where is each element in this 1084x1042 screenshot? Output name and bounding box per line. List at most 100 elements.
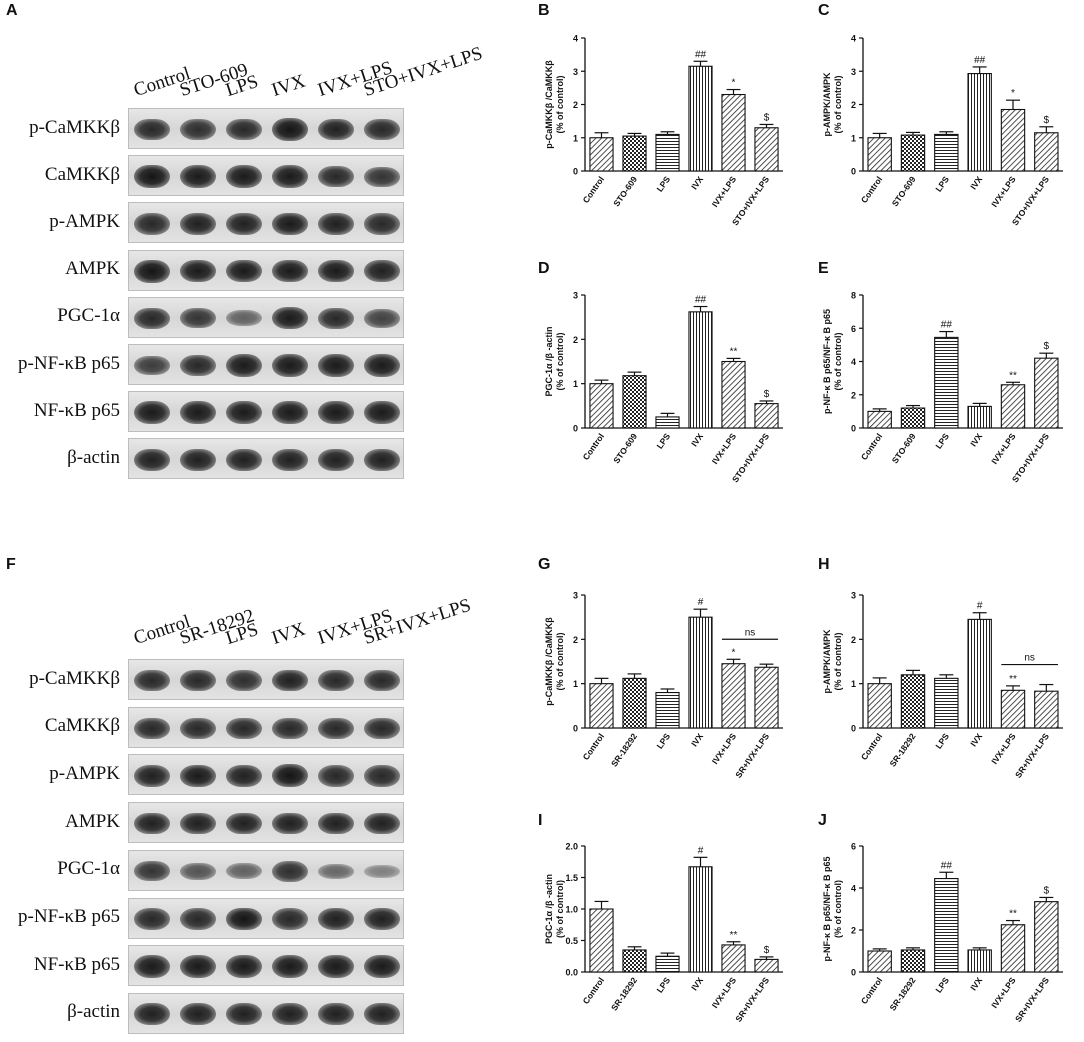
blot-band	[318, 669, 354, 692]
bar	[655, 416, 680, 429]
y-tick-label: 0	[573, 167, 578, 177]
bar	[900, 674, 926, 729]
y-tick-label: 3	[851, 591, 856, 601]
blot-band	[226, 812, 262, 835]
x-tick-label: Control	[859, 975, 885, 1005]
x-tick-label: SR-18292	[887, 975, 917, 1012]
blot-row-label: p-AMPK	[49, 762, 120, 784]
blot-row-label: p-CaMKKβ	[29, 667, 120, 689]
blot-row-label: p-CaMKKβ	[29, 116, 120, 138]
blot-band	[272, 812, 308, 835]
y-tick-label: 2.0	[565, 842, 578, 852]
blot-strip	[128, 706, 404, 748]
y-tick-label: 4	[851, 884, 856, 894]
significance-mark: *	[732, 78, 736, 89]
blot-row-label: p-AMPK	[49, 210, 120, 232]
y-axis-label: p-CaMKKβ /CaMKKβ	[544, 60, 554, 149]
x-tick-label: IVX+LPS	[710, 431, 739, 466]
significance-mark: ##	[695, 49, 707, 60]
bar	[622, 375, 647, 429]
significance-mark: ##	[941, 860, 953, 871]
bar	[754, 666, 779, 729]
blot-band	[272, 764, 308, 788]
significance-mark: **	[1009, 674, 1017, 685]
blot-band	[180, 764, 216, 788]
blot-band	[134, 764, 170, 787]
y-axis-label: PGC-1α /β -actin	[544, 326, 554, 396]
x-tick-label: SR+IVX+LPS	[733, 975, 771, 1024]
blot-band	[180, 401, 216, 424]
blot-band	[226, 259, 262, 283]
bar	[622, 677, 647, 729]
blot-band	[134, 307, 170, 329]
blot-band	[226, 118, 262, 141]
blot-strip	[128, 754, 404, 796]
blot-band	[134, 955, 170, 978]
blot-band	[180, 448, 216, 471]
bar	[934, 133, 959, 172]
blot-strip	[128, 155, 404, 197]
y-tick-label: 0	[573, 424, 578, 434]
x-tick-label: STO-609	[611, 174, 639, 208]
bar	[688, 311, 713, 429]
y-tick-label: 0	[851, 424, 856, 434]
y-axis-label: p-CaMKKβ /CaMKKβ	[544, 617, 554, 706]
blot-band	[318, 717, 354, 739]
blot-band	[318, 259, 354, 283]
y-axis-label: (% of control)	[833, 633, 843, 691]
blot-band	[180, 669, 216, 692]
panel-letter-i: I	[538, 812, 543, 829]
significance-mark: $	[764, 112, 770, 123]
blot-band	[226, 764, 262, 787]
blot-row-label: PGC-1α	[57, 305, 120, 327]
bar	[867, 950, 892, 973]
blot-band	[364, 118, 400, 141]
y-axis-label: (% of control)	[833, 333, 843, 391]
blot-band	[318, 1003, 354, 1026]
x-tick-label: Control	[859, 431, 885, 461]
blot-band	[226, 670, 262, 691]
y-axis-label: (% of control)	[833, 76, 843, 134]
blot-band	[226, 1003, 262, 1026]
x-tick-label: LPS	[654, 431, 672, 451]
blot-band	[226, 310, 262, 327]
blot-band	[318, 863, 354, 880]
blot-band	[180, 717, 216, 739]
blot-row-label: CaMKKβ	[44, 715, 120, 737]
significance-mark: $	[764, 389, 770, 400]
blot-band	[318, 118, 354, 141]
bar	[934, 336, 959, 429]
blot-band	[364, 308, 400, 328]
y-tick-label: 2	[851, 926, 856, 936]
blot-band	[180, 165, 216, 188]
blot-strip	[128, 849, 404, 891]
significance-mark: ##	[941, 320, 953, 331]
panel-letter-b: B	[538, 2, 550, 19]
bar-chart-c: 0 1 2 3 4 p-AMPK/AMPK (% of control) Control STO…	[822, 34, 1063, 227]
blot-band	[364, 812, 400, 835]
x-tick-label: STO-609	[890, 174, 918, 208]
bar-chart-g: 0 1 2 3 p-CaMKKβ /CaMKKβ (% of control) Contro…	[544, 591, 783, 780]
ns-label: ns	[1024, 653, 1035, 664]
bar-chart-b: 0 1 2 3 4 p-CaMKKβ /CaMKKβ (% of control) Contr…	[544, 34, 783, 227]
blot-row-label: NF-κB p65	[33, 399, 120, 421]
bar	[721, 360, 746, 429]
y-tick-label: 2	[573, 635, 578, 645]
blot-band	[364, 908, 400, 930]
blot-band	[364, 1003, 400, 1026]
bar	[967, 405, 992, 429]
y-tick-label: 2	[851, 100, 856, 110]
bar	[1034, 132, 1059, 172]
blot-band	[226, 448, 262, 471]
bar-chart-d: 0 1 2 3 PGC-1α /β -actin (% of control) Contro…	[544, 291, 783, 484]
blot-band	[180, 119, 216, 140]
blot-band	[226, 907, 262, 931]
bar	[1000, 108, 1026, 172]
panel-letter-c: C	[818, 2, 830, 19]
blot-band	[134, 861, 170, 882]
y-tick-label: 4	[851, 357, 856, 367]
blot-band	[180, 308, 216, 329]
y-tick-label: 1.5	[565, 873, 578, 883]
blot-band	[272, 860, 308, 882]
panel-letter-a: A	[6, 2, 18, 19]
